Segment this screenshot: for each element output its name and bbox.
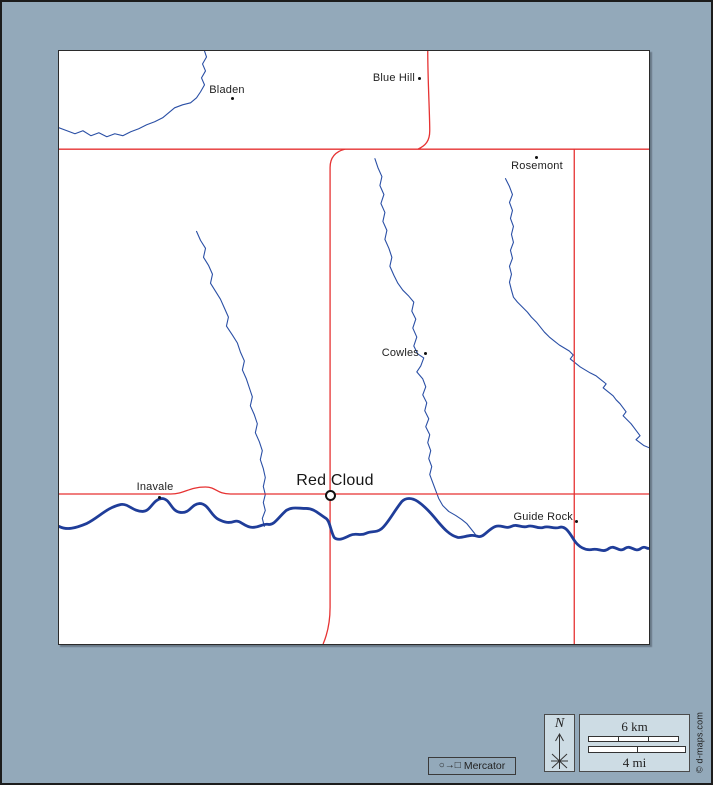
scale-bar-km-segment — [648, 737, 678, 741]
scale-bar-mi-segment — [636, 747, 686, 752]
town-label-bladen: Bladen — [209, 84, 245, 96]
town-label-blue-hill: Blue Hill — [372, 72, 415, 84]
town-dot-inavale — [158, 496, 161, 499]
town-dot-guide-rock — [575, 520, 578, 523]
scale-mi-label: 4 mi — [622, 755, 647, 770]
river-cowles-creek — [374, 158, 478, 537]
town-label-guide-rock: Guide Rock — [513, 511, 573, 523]
river-republican — [59, 497, 649, 552]
scale-bar-mi — [588, 746, 686, 753]
town-dot-blue-hill — [418, 77, 421, 80]
compass-icon — [551, 732, 568, 769]
north-label: N — [554, 716, 565, 731]
scale-bar-mi-segment — [589, 747, 637, 752]
scale-panel: 6 km 4 mi — [579, 714, 690, 772]
projection-label: Mercator — [463, 759, 506, 772]
copyright-credit: © d-maps.com — [694, 711, 705, 774]
map-canvas: Bladen Blue Hill Rosemont Cowles Red Clo… — [58, 50, 650, 645]
map-features-svg — [59, 51, 649, 644]
road-south-horizontal — [59, 486, 649, 495]
scale-bar-km — [588, 736, 679, 742]
town-marker-red-cloud — [325, 490, 336, 501]
scale-km-label: 6 km — [621, 719, 648, 734]
river-crooked-creek — [195, 230, 266, 527]
projection-symbols-icon: ○→□ — [438, 760, 461, 771]
scale-bar-km-segment — [589, 737, 618, 741]
town-label-cowles: Cowles — [381, 347, 419, 359]
north-arrow-panel: N — [544, 714, 575, 772]
scale-bar-km-segment — [618, 737, 648, 741]
road-blue-hill-vertical — [417, 51, 431, 150]
road-red-cloud-vertical — [322, 148, 346, 644]
town-dot-bladen — [231, 97, 234, 100]
projection-tag: ○→□ Mercator — [428, 757, 516, 775]
town-dot-cowles — [424, 352, 427, 355]
town-dot-rosemont — [535, 156, 538, 159]
town-label-inavale: Inavale — [136, 481, 174, 493]
town-label-red-cloud: Red Cloud — [296, 472, 374, 489]
river-upper-left — [59, 51, 208, 138]
town-label-rosemont: Rosemont — [511, 160, 563, 172]
river-east-creek — [504, 178, 649, 449]
